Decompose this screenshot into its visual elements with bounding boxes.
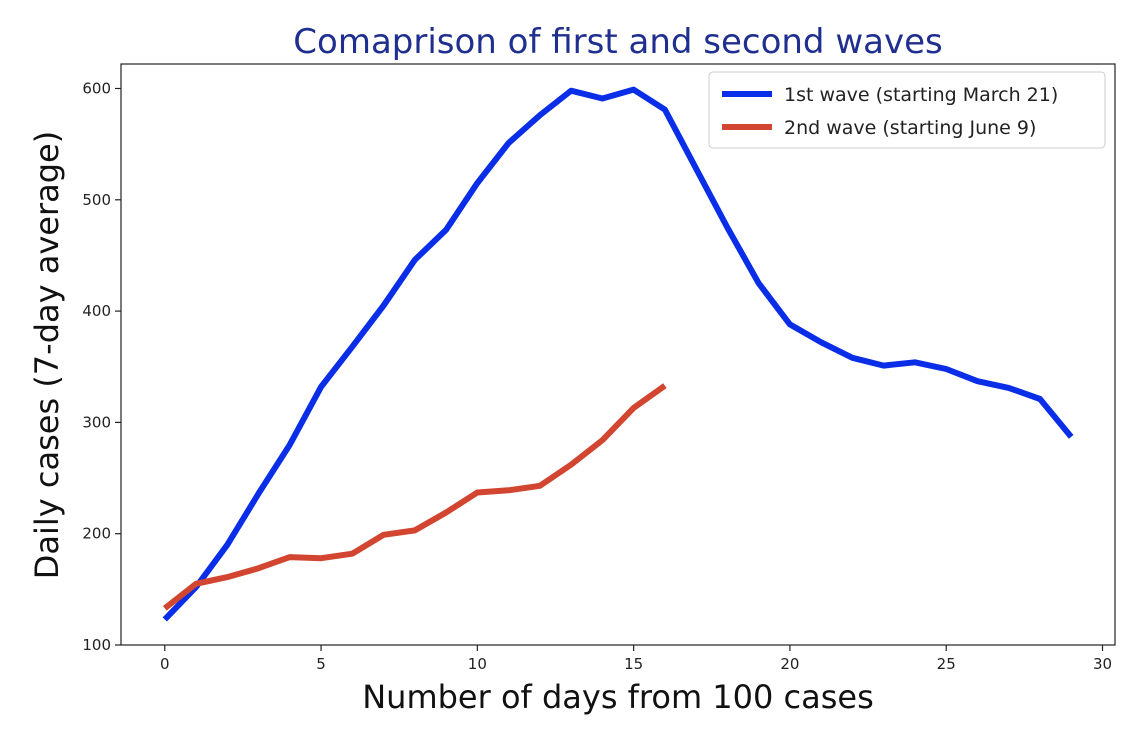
x-tick-label: 5: [316, 655, 326, 673]
y-tick-label: 300: [82, 413, 111, 431]
x-tick-label: 25: [937, 655, 956, 673]
y-tick-label: 200: [82, 525, 111, 543]
x-tick-label: 0: [160, 655, 170, 673]
legend-label-1st-wave: 1st wave (starting March 21): [784, 84, 1058, 106]
y-axis-label: Daily cases (7-day average): [28, 131, 66, 579]
series-line-2nd-wave: [162, 383, 667, 611]
y-tick-label: 100: [82, 636, 111, 654]
y-tick-label: 400: [82, 302, 111, 320]
axis-ticks: 0 5 10 15 20 25 30 100 200 300 400 500 600: [82, 79, 1112, 673]
x-axis-label: Number of days from 100 cases: [362, 678, 874, 716]
series-line-1st-wave: [162, 86, 1074, 622]
legend: 1st wave (starting March 21) 2nd wave (s…: [708, 71, 1106, 149]
x-tick-label: 20: [780, 655, 799, 673]
x-tick-label: 15: [624, 655, 643, 673]
series-lines: [162, 86, 1074, 622]
legend-label-2nd-wave: 2nd wave (starting June 9): [784, 117, 1036, 139]
chart-title: Comaprison of first and second waves: [293, 22, 942, 62]
y-tick-label: 600: [82, 79, 111, 97]
legend-box: [708, 71, 1106, 149]
x-tick-label: 10: [468, 655, 487, 673]
y-tick-label: 500: [82, 191, 111, 209]
plot-frame: [120, 63, 1116, 646]
x-tick-label: 30: [1093, 655, 1112, 673]
